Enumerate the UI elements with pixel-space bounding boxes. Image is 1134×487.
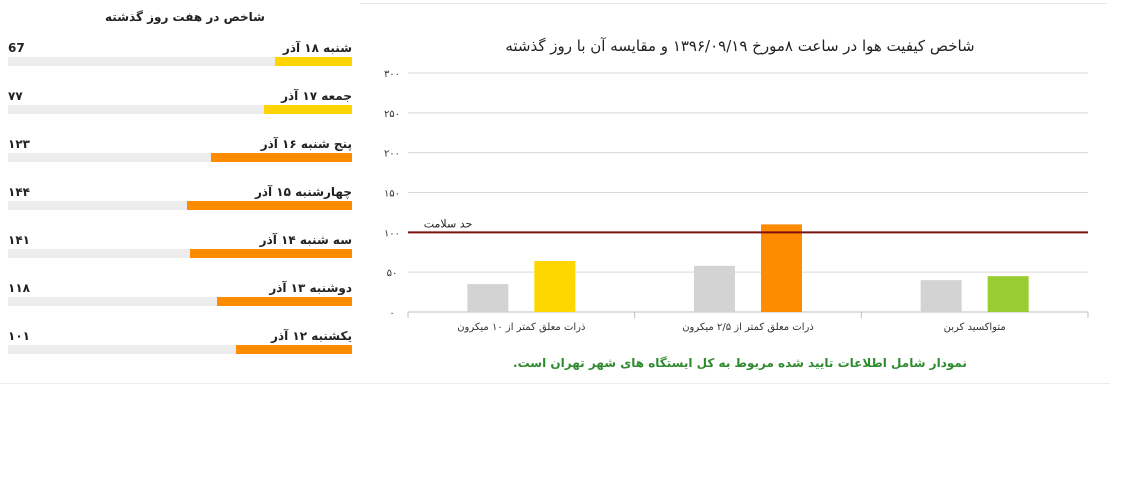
week-row-track [8, 57, 352, 66]
week-row-value: ۱۴۴ [8, 185, 30, 199]
week-row-fill [187, 201, 352, 210]
x-tick-label: ذرات معلق کمتر از ۲/۵ میکرون [682, 322, 814, 333]
week-row-track [8, 153, 352, 162]
week-row-day: سه شنبه ۱۴ آذر [259, 233, 352, 247]
y-tick-label: ۲۰۰ [384, 149, 400, 160]
week-row: سه شنبه ۱۴ آذر ۱۴۱ [8, 233, 352, 263]
bar [987, 276, 1029, 312]
x-tick-label: ذرات معلق کمتر از ۱۰ میکرون [457, 322, 585, 333]
week-row-track [8, 201, 352, 210]
week-row-fill [264, 105, 352, 114]
week-row-day: دوشنبه ۱۳ آذر [269, 281, 352, 295]
week-row-fill [211, 153, 352, 162]
week-row-value: ۱۰۱ [8, 329, 30, 343]
x-tick-label: متواکسید کربن [944, 322, 1006, 333]
bar [694, 265, 735, 312]
week-row-track [8, 297, 352, 306]
week-row-fill [236, 345, 352, 354]
week-row-day: چهارشنبه ۱۵ آذر [254, 185, 352, 199]
week-row-value: 67 [8, 41, 25, 55]
week-row-day: پنج شنبه ۱۶ آذر [260, 137, 352, 151]
week-row: شنبه ۱۸ آذر 67 [8, 41, 352, 71]
week-row: یکشنبه ۱۲ آذر ۱۰۱ [8, 329, 352, 359]
y-tick-label: ۳۰۰ [384, 69, 400, 80]
bar [761, 224, 802, 312]
week-row-value: ۱۴۱ [8, 233, 30, 247]
y-tick-label: ۰ [389, 308, 394, 319]
chart-footnote: نمودار شامل اطلاعات تایید شده مربوط به ک… [513, 356, 967, 370]
week-row-day: جمعه ۱۷ آذر [281, 89, 352, 103]
week-row-track [8, 345, 352, 354]
week-row-value: ۷۷ [8, 89, 23, 103]
y-tick-label: ۲۵۰ [384, 109, 400, 120]
week-row-track [8, 249, 352, 258]
bar [467, 284, 509, 312]
aqi-bar-chart: ۰ ۵۰ ۱۰۰ ۱۵۰ ۲۰۰ ۲۵۰ ۳۰۰ متواکسید کربن ذرات معلق… [384, 69, 1089, 333]
top-divider [360, 3, 1107, 4]
bar [920, 280, 962, 312]
y-tick-label: ۱۵۰ [384, 189, 400, 200]
week-row: جمعه ۱۷ آذر ۷۷ [8, 89, 352, 119]
week-row-value: ۱۲۳ [8, 137, 30, 151]
week-row: دوشنبه ۱۳ آذر ۱۱۸ [8, 281, 352, 311]
week-row-fill [217, 297, 352, 306]
week-row-fill [275, 57, 352, 66]
health-limit-label: حد سلامت [424, 217, 473, 230]
week-panel-title: شاخص در هفت روز گذشته [105, 10, 265, 24]
week-row-track [8, 105, 352, 114]
week-row-value: ۱۱۸ [8, 281, 30, 295]
week-row-day: شنبه ۱۸ آذر [282, 41, 352, 55]
y-tick-label: ۱۰۰ [384, 228, 400, 239]
chart-title: شاخص کیفیت هوا در ساعت ۸مورخ ۱۳۹۶/۰۹/۱۹ … [505, 37, 975, 55]
week-row: چهارشنبه ۱۵ آذر ۱۴۴ [8, 185, 352, 215]
week-row: پنج شنبه ۱۶ آذر ۱۲۳ [8, 137, 352, 167]
week-row-day: یکشنبه ۱۲ آذر [271, 329, 352, 343]
week-row-fill [190, 249, 352, 258]
y-tick-label: ۵۰ [387, 268, 398, 279]
bar [534, 261, 576, 312]
